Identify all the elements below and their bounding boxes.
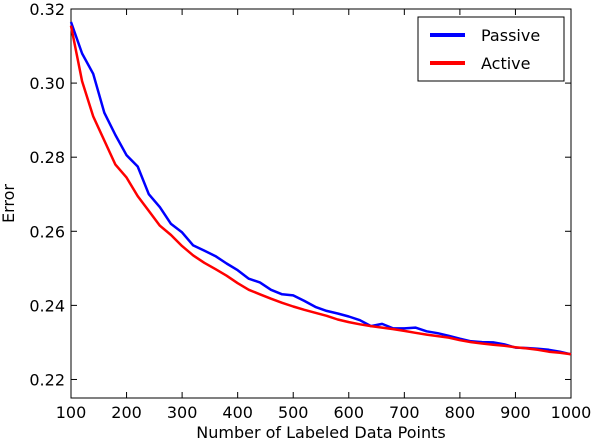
x-axis-label: Number of Labeled Data Points [196,423,445,442]
x-tick-label: 500 [278,403,309,422]
legend-label-active: Active [481,54,531,73]
x-tick-label: 100 [56,403,87,422]
x-tick-label: 300 [167,403,198,422]
y-tick-label: 0.30 [29,74,65,93]
y-axis-label: Error [0,184,18,223]
series-line-active [69,25,572,356]
y-tick-label: 0.28 [29,148,65,167]
y-tick-label: 0.26 [29,222,65,241]
x-tick-label: 700 [389,403,420,422]
x-tick-label: 400 [222,403,253,422]
series-lines [69,21,572,356]
y-tick-label: 0.24 [29,296,65,315]
x-tick-label: 900 [500,403,531,422]
legend: Passive Active [417,16,565,82]
legend-label-passive: Passive [481,26,540,45]
x-tick-label: 600 [334,403,365,422]
x-tick-label: 800 [445,403,476,422]
y-tick-label: 0.32 [29,0,65,19]
legend-box [417,16,565,82]
x-tick-label: 200 [111,403,142,422]
x-tick-label: 1000 [551,403,592,422]
y-tick-label: 0.22 [29,370,65,389]
axis-ticks: 100 200 300 400 500 600 700 800 900 1000 0.22 0.24 0… [29,0,591,422]
series-line-passive [69,21,572,356]
